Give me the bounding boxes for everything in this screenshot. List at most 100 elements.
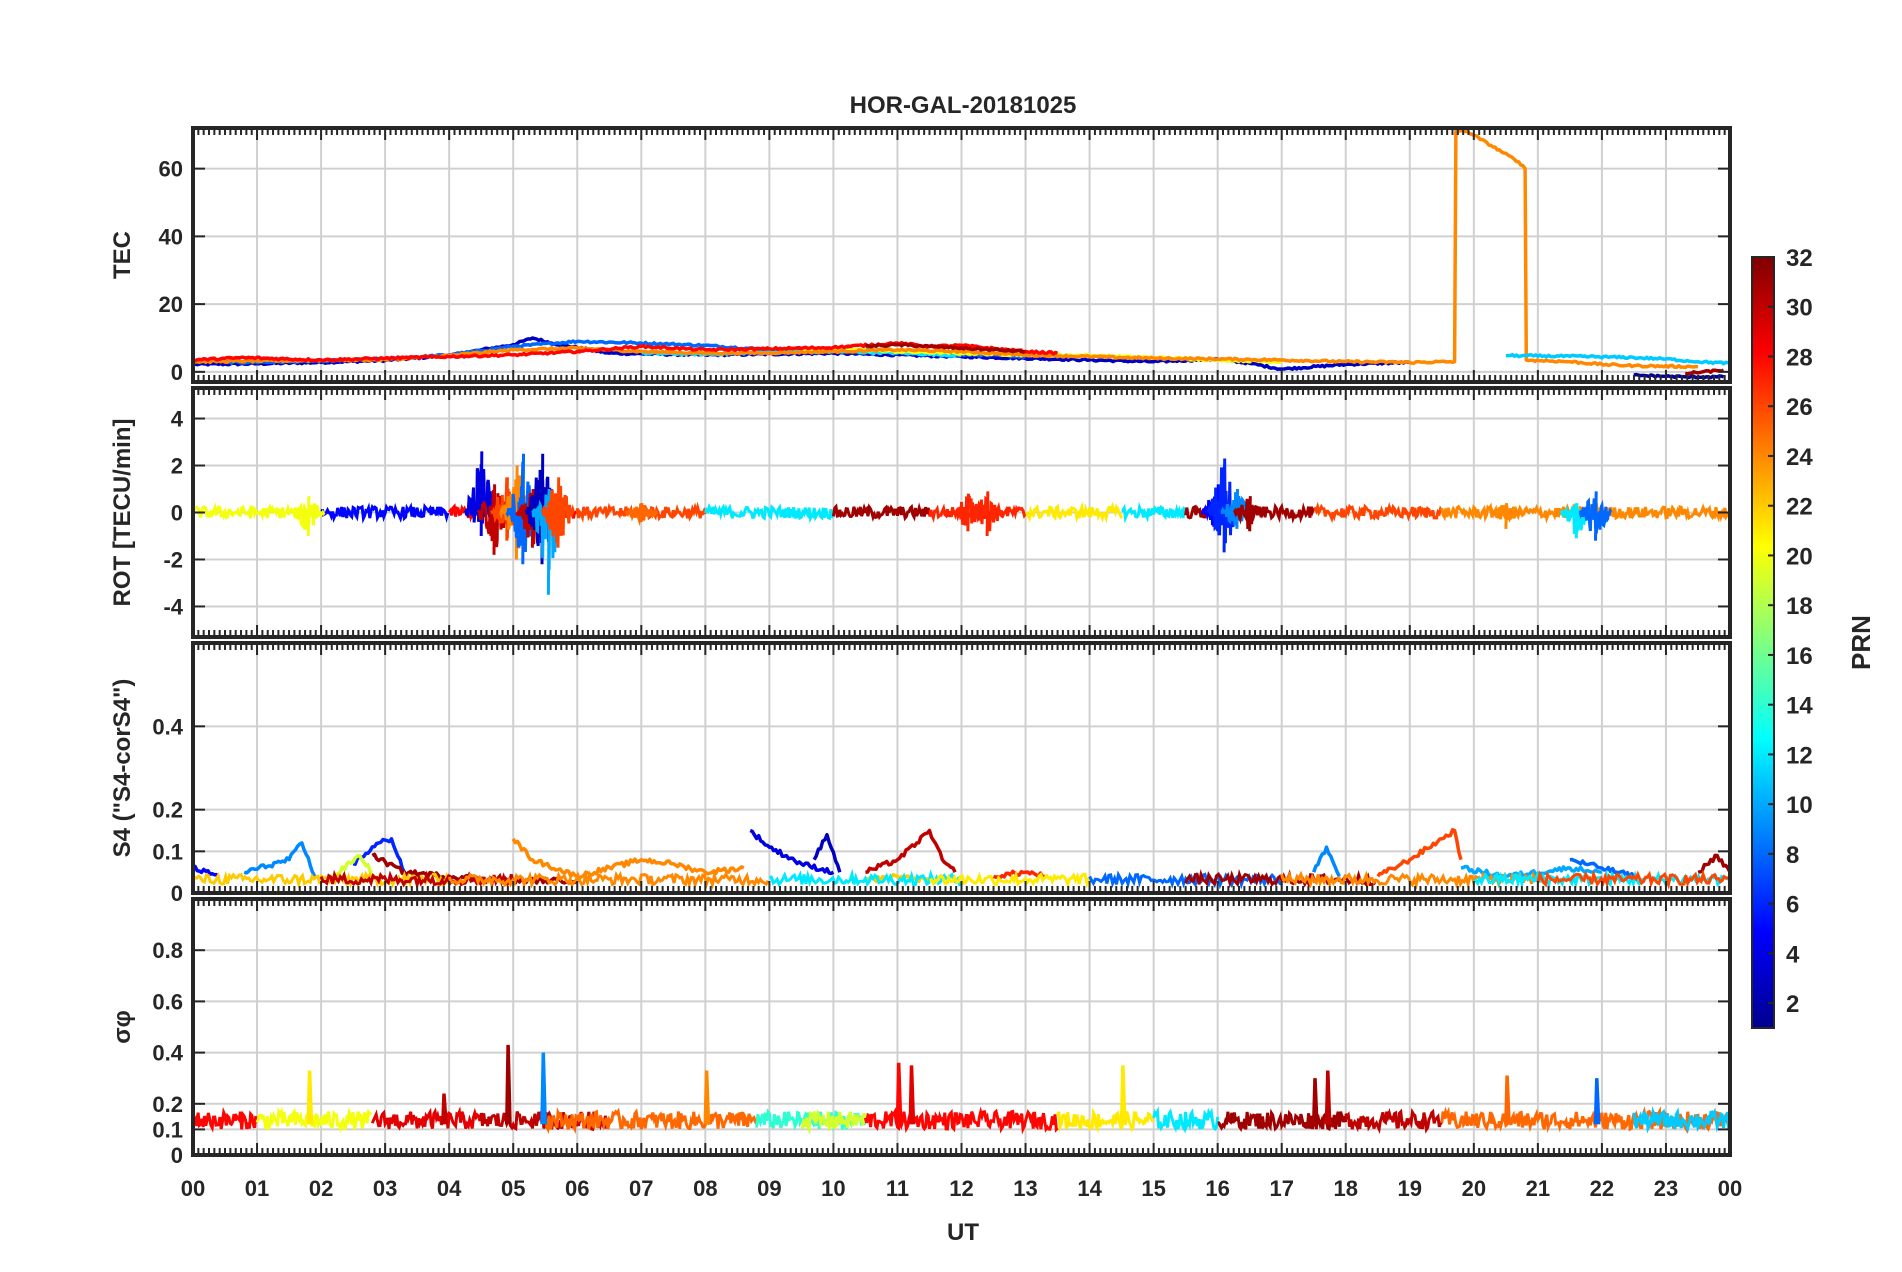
rot-baseline-prn-21 [1025,501,1124,524]
sigma-baseline-prn-28 [863,1106,1059,1135]
series-prn-31 [864,342,1026,354]
x-tick-label: 19 [1398,1176,1422,1201]
series-prn-22 [864,872,931,884]
sigma-spike-prn-28 [895,1062,903,1125]
series-prn-27 [992,869,1046,880]
x-tick-label: 15 [1141,1176,1165,1201]
series-prn-24 [511,837,745,880]
data-rot [193,451,1730,595]
x-tick-label: 17 [1269,1176,1293,1201]
y-tick-label: 40 [159,224,183,249]
y-tick-label: 0.1 [152,1117,183,1142]
x-tick-label: 08 [693,1176,717,1201]
sigma-baseline-prn-19 [800,1108,867,1135]
chart-title: HOR-GAL-20181025 [850,92,1077,119]
rot-baseline-prn-31 [831,502,931,522]
x-ticks-s4 [192,643,1731,893]
colorbar-tick-label: 4 [1786,941,1800,968]
y-tick-label: 0.2 [152,1092,183,1117]
data-s4 [193,828,1730,891]
s4-baseline-prn-21 [928,869,1091,889]
x-tick-label: 21 [1526,1176,1550,1201]
x-tick-label: 06 [565,1176,589,1201]
data-tec [193,128,1730,380]
y-tick-label: -2 [163,547,183,572]
sigma-spike-prn-21 [1119,1065,1127,1125]
series-prn-10 [1460,864,1603,879]
grid-s4 [193,643,1730,894]
colorbar-label: PRN [1846,615,1876,670]
colorbar-tick-label: 8 [1786,842,1799,869]
sigma-baseline-prn-31 [1217,1108,1348,1133]
y-tick-label: 0.1 [152,839,183,864]
y-tick-label: 0.6 [152,989,183,1014]
rot-spike-prn-24 [1489,503,1522,529]
x-tick-label: 11 [886,1176,909,1201]
colorbar-tick-label: 22 [1786,494,1813,521]
sigma-baseline-prn-20 [255,1106,373,1134]
colorbar-tick-label: 10 [1786,792,1813,819]
series-prn-30 [865,828,957,874]
y-tick-label: 0 [171,881,183,906]
y-tick-label: 0.4 [152,714,183,739]
colorbar-tick-label: 20 [1786,543,1813,570]
series-prn-3 [812,832,842,873]
sigma-spike-prn-21 [306,1070,314,1125]
x-tick-labels: 00 01 02 03 04 05 06 07 08 09 10 11 12 13 14 15 16 17 18 19… [181,1176,1742,1201]
sigma-spike-prn-29 [908,1065,916,1125]
panel-sigma: 00.10.2 0.4 0.6 0.8 σφ [109,897,1732,1168]
sigma-spike-prn-31 [1311,1078,1319,1125]
series-prn-31 [1684,368,1725,376]
y-tick-label: 0.8 [152,938,183,963]
data-sigma [193,1044,1730,1135]
rot-spike-prn-31 [1233,496,1266,532]
rot-spike-prn-26 [540,477,575,548]
series-prn-9 [243,841,317,878]
x-tick-label: 00 [1718,1176,1742,1201]
x-tick-label: 16 [1205,1176,1229,1201]
colorbar-tick-label: 14 [1786,693,1813,720]
x-tick-label: 00 [181,1176,205,1201]
panel-s4: 0 0.1 0.2 0.4 S4 ("S4-corS4") [109,641,1732,906]
y-axis-label: ROT [TECU/min] [109,419,136,607]
series-prn-3 [193,336,1411,372]
y-tick-label: 4 [171,407,184,432]
x-tick-label: 10 [821,1176,845,1201]
colorbar-tick-label: 28 [1786,344,1813,371]
sigma-spike-prn-25 [1504,1075,1511,1125]
y-tick-label: 60 [159,157,183,182]
panel-tec: 0 20 40 60 TEC [109,126,1732,385]
x-axis-label: UT [947,1219,979,1246]
rot-baseline-prn-26 [1313,501,1444,524]
colorbar-tick-label: 6 [1786,892,1799,919]
sigma-spike-prn-31 [505,1044,512,1125]
sigma-spike-prn-30 [441,1093,448,1125]
colorbar-tick-label: 30 [1786,295,1813,322]
colorbar-tick-label: 24 [1786,444,1813,471]
colorbar-tick-label: 26 [1786,394,1813,421]
x-tick-label: 13 [1013,1176,1037,1201]
series-prn-2 [1633,372,1725,380]
colorbar-tick-label: 12 [1786,742,1813,769]
y-tick-label: 2 [171,454,183,479]
rot-spike-prn-27 [969,491,1004,537]
sigma-spike-prn-30 [1324,1070,1332,1125]
x-tick-label: 04 [437,1176,462,1201]
sigma-spike-prn-24 [703,1070,711,1125]
colorbar-tick-label: 18 [1786,593,1813,620]
x-tick-label: 03 [373,1176,397,1201]
y-tick-label: 0 [171,360,183,385]
series-prn-4 [749,828,835,876]
sigma-baseline-prn-11 [1632,1106,1730,1134]
x-tick-label: 02 [309,1176,333,1201]
y-tick-label: 0 [171,501,183,526]
sigma-baseline-prn-30 [1344,1107,1443,1134]
sigma-baseline-prn-28 [193,1106,258,1133]
rot-spike-prn-20 [291,496,326,537]
y-tick-label: -4 [163,594,183,619]
series-prn-19 [332,853,373,878]
colorbar-tick-label: 32 [1786,245,1813,272]
